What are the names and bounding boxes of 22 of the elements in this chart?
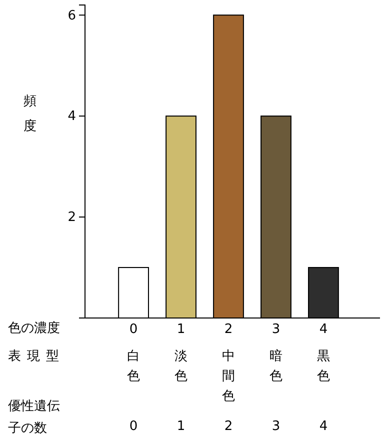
x-tick-label: 0 — [129, 322, 138, 338]
x-axis-title: 色の濃度 — [8, 320, 60, 336]
text: 黒色 — [316, 349, 330, 384]
y-axis-title: 頻度 — [24, 94, 36, 134]
x-tick-label: 1 — [176, 322, 186, 338]
text: 表現型 — [8, 349, 65, 364]
x-tick-label: 3 — [272, 322, 280, 338]
y-tick-label: 4 — [68, 109, 76, 124]
x-tick-label: 4 — [319, 322, 328, 338]
text: 0 — [129, 419, 138, 434]
text: 4 — [319, 419, 328, 434]
text: 優性遺伝子の数 — [8, 399, 60, 436]
text: 白色 — [127, 349, 140, 384]
y-tick-label: 2 — [68, 210, 76, 226]
text: 2 — [224, 419, 233, 434]
text: 1 — [176, 419, 186, 434]
x-tick-label: 2 — [224, 322, 233, 338]
text: 淡色 — [174, 349, 188, 384]
y-tick-label: 6 — [68, 8, 76, 24]
text: 暗色 — [269, 349, 282, 384]
text: 3 — [272, 419, 280, 434]
text: 中間色 — [222, 349, 235, 404]
